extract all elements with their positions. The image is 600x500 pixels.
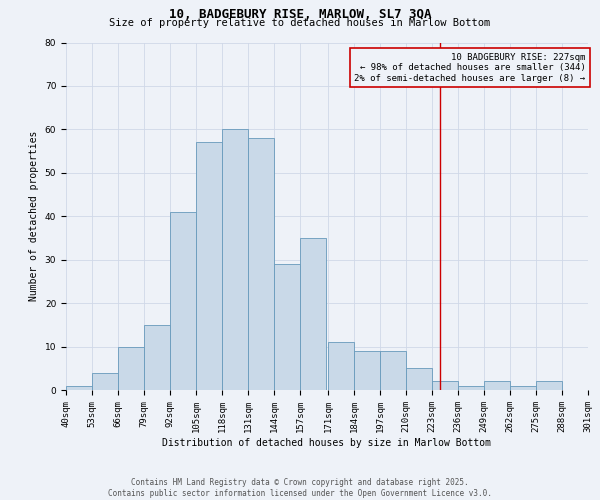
Bar [354,351,380,390]
Bar [92,372,118,390]
Bar [380,351,406,390]
Bar [432,382,458,390]
Bar [66,386,92,390]
Bar [222,130,248,390]
Bar [328,342,354,390]
Bar [484,382,510,390]
X-axis label: Distribution of detached houses by size in Marlow Bottom: Distribution of detached houses by size … [163,438,491,448]
Bar [510,386,536,390]
Bar [300,238,326,390]
Bar [144,325,170,390]
Y-axis label: Number of detached properties: Number of detached properties [29,131,39,302]
Bar [458,386,484,390]
Bar [536,382,562,390]
Bar [248,138,274,390]
Bar [406,368,432,390]
Bar [196,142,222,390]
Text: 10, BADGEBURY RISE, MARLOW, SL7 3QA: 10, BADGEBURY RISE, MARLOW, SL7 3QA [169,8,431,20]
Text: Contains HM Land Registry data © Crown copyright and database right 2025.
Contai: Contains HM Land Registry data © Crown c… [108,478,492,498]
Bar [118,346,144,390]
Bar [170,212,196,390]
Text: Size of property relative to detached houses in Marlow Bottom: Size of property relative to detached ho… [109,18,491,28]
Text: 10 BADGEBURY RISE: 227sqm
← 98% of detached houses are smaller (344)
2% of semi-: 10 BADGEBURY RISE: 227sqm ← 98% of detac… [354,53,586,82]
Bar [274,264,300,390]
